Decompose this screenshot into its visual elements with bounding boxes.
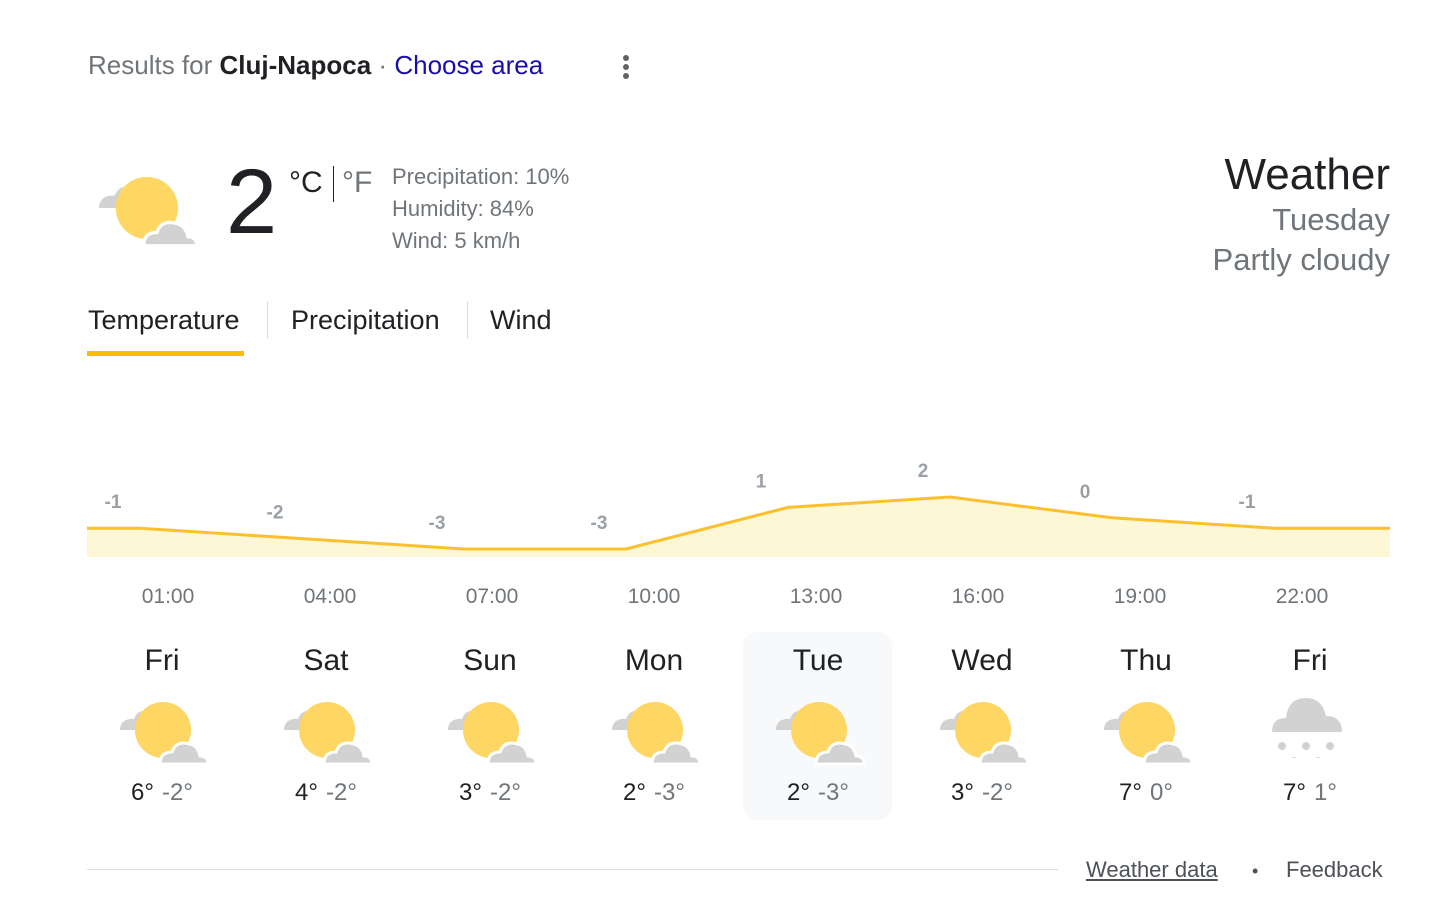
day-low: -2° [162,779,193,806]
day-temps: 2° -3° [743,779,893,807]
tab-separator [267,301,268,339]
day-high: 3° [459,779,482,806]
footer-rule [87,869,1058,870]
location: Cluj-Napoca [219,50,372,80]
day-temps: 6° -2° [87,779,237,807]
day-low: 1° [1314,779,1337,806]
results-prefix: Results for [88,50,213,80]
day-high: 6° [131,779,154,806]
tab-wind[interactable]: Wind [490,305,552,335]
day-name: Sat [303,644,349,677]
unit-separator [333,166,334,202]
time-label: 01:00 [142,585,195,608]
time-label: 13:00 [790,585,843,608]
feedback-link[interactable]: Feedback [1286,857,1383,882]
day-temps: 7° 1° [1235,779,1385,807]
day-icon [1272,698,1342,758]
day-high: 7° [1283,779,1306,806]
humidity: Humidity: 84% [392,196,534,221]
day-low: -2° [982,779,1013,806]
day-name: Fri [144,644,180,677]
day-temps: 3° -2° [907,779,1057,807]
day-name: Mon [624,644,684,677]
temperature-label: 1 [756,471,767,492]
day-low: -2° [490,779,521,806]
day-name: Thu [1120,644,1172,677]
day-name: Fri [1292,644,1328,677]
unit-fahrenheit[interactable]: °F [342,166,373,199]
day-name: Tue [792,644,844,677]
summary-title: Weather [1224,150,1391,199]
day-temps: 3° -2° [415,779,565,807]
time-label: 10:00 [628,585,681,608]
precipitation: Precipitation: 10% [392,164,570,189]
day-icon [1102,700,1194,766]
day-high: 2° [787,779,810,806]
day-high: 3° [951,779,974,806]
time-label: 19:00 [1114,585,1167,608]
day-temps: 2° -3° [579,779,729,807]
temperature-label: -3 [429,513,446,534]
time-label: 04:00 [304,585,357,608]
temperature-chart: -1 01:00 -2 04:00 -3 07:00 -3 10:00 1 13:00 2 16:00… [87,461,1390,608]
tab-precipitation[interactable]: Precipitation [291,305,440,335]
day-icon [938,700,1030,766]
day-name: Wed [951,644,1013,677]
choose-area-link[interactable]: Choose area [394,50,544,80]
day-low: -3° [654,779,685,806]
day-low: -3° [818,779,849,806]
day-name: Sun [463,644,517,677]
day-icon [118,700,210,766]
time-label: 16:00 [952,585,1005,608]
temperature-label: -3 [591,513,608,534]
wind: Wind: 5 km/h [392,228,521,253]
footer-bullet: • [1252,861,1259,881]
day-temps: 4° -2° [251,779,401,807]
day-icon [282,700,374,766]
results-header: Results for Cluj-Napoca · Choose area [88,50,543,81]
temperature-label: -1 [105,492,122,513]
summary-condition: Partly cloudy [1212,242,1390,277]
temperature-line [139,495,1275,551]
day-icon [774,700,866,766]
day-icon [446,700,538,766]
time-label: 07:00 [466,585,519,608]
summary-day: Tuesday [1272,202,1390,237]
temperature-label: -2 [267,503,284,524]
current-temperature: 2 [226,151,278,253]
day-high: 7° [1119,779,1142,806]
temperature-label: -1 [1239,492,1256,513]
temperature-label: 0 [1080,482,1091,503]
unit-celsius[interactable]: °C [289,166,323,199]
day-low: -2° [326,779,357,806]
more-menu[interactable] [620,54,632,82]
separator: · [378,50,388,80]
temperature-label: 2 [918,461,929,482]
day-temps: 7° 0° [1071,779,1221,807]
time-label: 22:00 [1276,585,1329,608]
day-icon [610,700,702,766]
tab-indicator [87,351,244,356]
day-high: 4° [295,779,318,806]
day-low: 0° [1150,779,1173,806]
tab-temperature[interactable]: Temperature [88,305,240,335]
current-icon [97,175,199,248]
day-high: 2° [623,779,646,806]
weather-data-link[interactable]: Weather data [1086,857,1218,882]
tab-separator [467,301,468,339]
